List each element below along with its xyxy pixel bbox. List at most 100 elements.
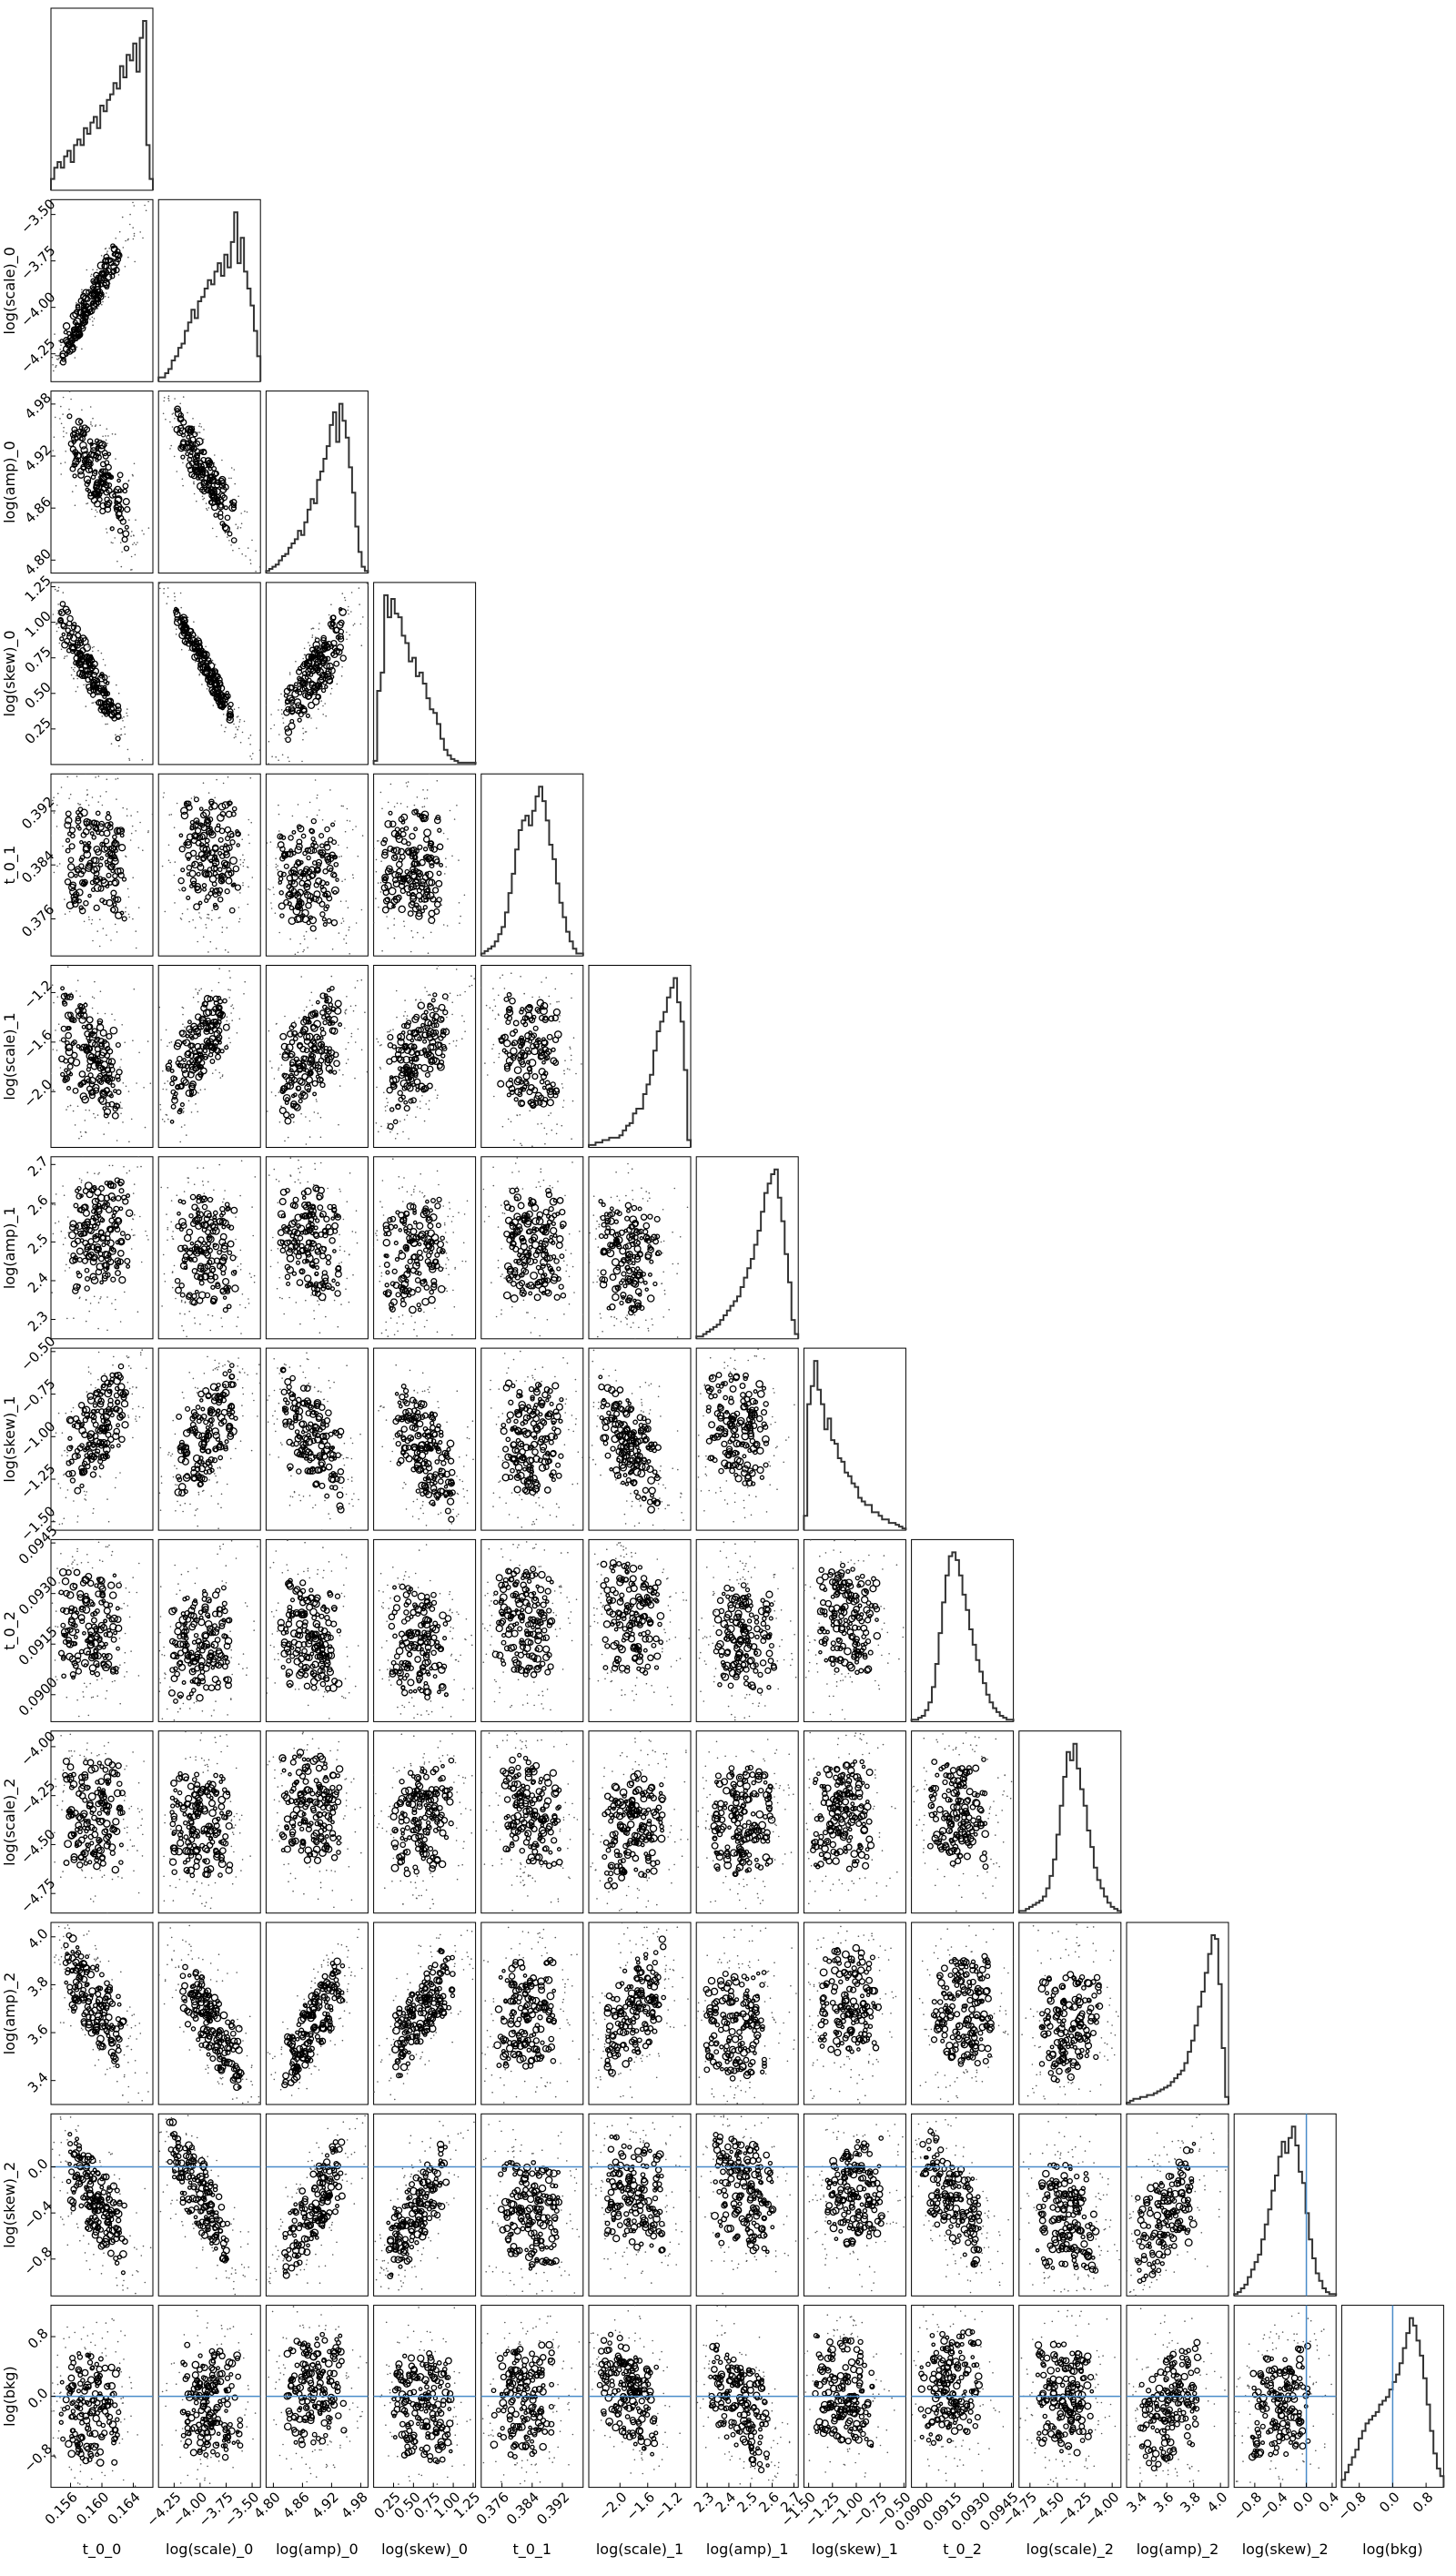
- sample-point: [158, 1007, 160, 1009]
- sample-point: [332, 948, 334, 950]
- sample-point: [281, 1064, 283, 1066]
- sample-point: [166, 1029, 167, 1031]
- sample-point: [352, 1231, 354, 1232]
- sample-point: [243, 993, 245, 995]
- sample-point: [562, 1087, 564, 1089]
- sample-point: [249, 1273, 251, 1274]
- sample-point: [139, 231, 141, 233]
- sample-point: [260, 928, 262, 929]
- sample-point: [369, 917, 370, 918]
- sample-point: [490, 1007, 491, 1009]
- sample-point: [222, 1076, 224, 1078]
- sample-point: [116, 685, 117, 686]
- sample-point: [92, 647, 94, 649]
- sample-point: [70, 794, 72, 796]
- sample-point: [237, 1032, 238, 1034]
- sample-point: [193, 621, 195, 623]
- sample-point: [423, 1312, 425, 1313]
- sample-point: [130, 1213, 132, 1215]
- sample-point: [361, 644, 363, 646]
- sample-point: [422, 789, 424, 791]
- panel-log-scale-0-vs-t-0-1: [152, 732, 262, 959]
- sample-point: [108, 1122, 110, 1124]
- sample-point: [307, 816, 308, 818]
- sample-point: [446, 1253, 448, 1254]
- sample-point: [105, 1013, 106, 1015]
- sample-point: [585, 1149, 587, 1151]
- panel-t-0-0-vs-log-scale-1: −1.2−1.6−2.0log(scale)_1: [1, 960, 155, 1169]
- sample-point: [313, 1310, 315, 1312]
- sample-point: [197, 636, 199, 638]
- sample-point: [309, 1121, 311, 1122]
- sample-point: [301, 761, 303, 763]
- sample-point: [179, 1313, 181, 1314]
- sample-point: [227, 1044, 228, 1046]
- sample-point: [106, 791, 107, 793]
- sample-point: [60, 344, 62, 346]
- sample-point: [81, 291, 83, 293]
- sample-point: [98, 1302, 100, 1303]
- sample-point: [154, 597, 156, 599]
- sample-point: [206, 928, 207, 929]
- sample-point: [349, 929, 350, 931]
- sample-point: [133, 1192, 135, 1194]
- sample-point: [280, 1105, 282, 1107]
- sample-point: [334, 820, 336, 822]
- sample-point: [123, 1082, 125, 1084]
- sample-point: [446, 1017, 448, 1019]
- sample-point: [346, 942, 348, 944]
- sample-point: [327, 1188, 329, 1190]
- sample-point: [123, 716, 125, 718]
- sample-point: [360, 624, 362, 625]
- sample-point: [149, 574, 151, 576]
- sample-point: [171, 1200, 173, 1202]
- sample-point: [143, 533, 145, 535]
- sample-point: [372, 830, 374, 832]
- sample-point: [197, 941, 198, 943]
- sample-point: [64, 898, 66, 900]
- sample-point: [162, 1119, 164, 1121]
- sample-point: [316, 797, 318, 799]
- sample-point: [344, 1028, 346, 1029]
- sample-point: [169, 421, 171, 423]
- sample-point: [207, 510, 208, 512]
- sample-point: [235, 736, 237, 738]
- sample-point: [179, 388, 181, 390]
- sample-point: [230, 1006, 232, 1008]
- sample-point: [130, 815, 132, 816]
- sample-point: [99, 424, 101, 426]
- sample-point: [417, 1106, 419, 1108]
- y-tick-label: 1.00: [22, 608, 55, 641]
- sample-point: [120, 1101, 122, 1103]
- sample-point: [56, 355, 57, 357]
- sample-point: [425, 1103, 427, 1105]
- sample-point: [54, 436, 56, 438]
- sample-point: [213, 705, 215, 706]
- sample-point: [434, 1308, 436, 1310]
- sample-point: [142, 238, 144, 239]
- sample-point: [347, 1278, 349, 1280]
- sample-point: [450, 810, 451, 812]
- sample-point: [167, 398, 169, 400]
- sample-point: [62, 413, 64, 415]
- sample-point: [315, 636, 317, 638]
- sample-point: [214, 462, 216, 464]
- sample-point: [563, 1100, 565, 1101]
- sample-point: [371, 880, 373, 882]
- sample-point: [362, 616, 364, 618]
- sample-point: [115, 238, 116, 239]
- sample-point: [59, 349, 61, 350]
- sample-point: [236, 1256, 238, 1258]
- sample-point: [296, 961, 298, 963]
- sample-point: [343, 1219, 345, 1221]
- sample-point: [464, 1213, 466, 1215]
- sample-point: [48, 1250, 50, 1252]
- sample-point: [102, 301, 104, 303]
- sample-point: [451, 856, 453, 857]
- sample-point: [450, 1208, 451, 1210]
- sample-point: [101, 255, 103, 257]
- sample-point: [157, 1158, 158, 1160]
- sample-point: [551, 1130, 553, 1131]
- sample-point: [126, 1086, 127, 1088]
- sample-point: [340, 856, 342, 857]
